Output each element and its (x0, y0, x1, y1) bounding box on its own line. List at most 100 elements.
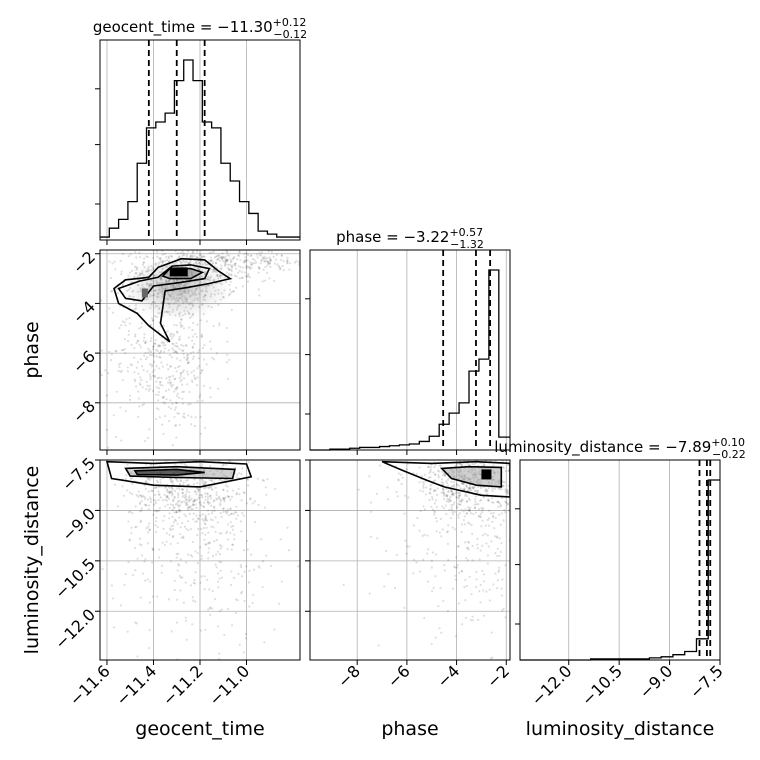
sample-point (175, 511, 178, 514)
sample-point (148, 528, 151, 531)
sample-point (208, 588, 211, 591)
sample-point (155, 355, 159, 358)
sample-point (136, 360, 140, 364)
sample-point (468, 575, 471, 578)
sample-point (182, 412, 186, 415)
sample-point (489, 512, 493, 515)
sample-point (251, 502, 254, 505)
sample-point (286, 259, 289, 263)
sample-point (264, 266, 267, 269)
sample-point (157, 393, 160, 397)
sample-point (191, 507, 194, 511)
sample-point (400, 473, 403, 476)
density-minor (141, 288, 148, 298)
sample-point (176, 598, 179, 601)
sample-point (428, 471, 431, 474)
sample-point (192, 599, 195, 602)
sample-point (496, 536, 499, 539)
sample-point (139, 383, 142, 387)
sample-point (476, 489, 479, 492)
sample-point (187, 456, 189, 458)
sample-point (248, 569, 251, 572)
sample-point (159, 356, 162, 359)
sample-point (454, 635, 457, 638)
sample-point (433, 511, 436, 514)
sample-point (480, 507, 483, 510)
sample-point (266, 260, 269, 263)
sample-point (303, 262, 305, 264)
sample-point (523, 527, 525, 529)
sample-point (159, 349, 163, 353)
sample-point (502, 466, 505, 470)
sample-point (232, 257, 235, 260)
sample-point (197, 243, 199, 245)
sample-point (157, 490, 160, 493)
sample-point (457, 494, 460, 497)
x-tick-label-geocent_time: −11.2 (159, 661, 207, 709)
sample-point (521, 546, 523, 548)
sample-point (122, 494, 125, 497)
sample-point (133, 371, 136, 374)
sample-point (117, 363, 121, 366)
sample-point (430, 496, 434, 499)
sample-point (226, 508, 229, 511)
sample-point (186, 353, 189, 356)
sample-point (460, 457, 462, 459)
sample-point (175, 487, 178, 490)
sample-point (196, 323, 199, 326)
sample-point (174, 387, 177, 390)
sample-point (149, 501, 153, 504)
sample-point (457, 513, 460, 517)
sample-point (147, 525, 150, 528)
sample-point (212, 526, 215, 529)
density-mode (169, 267, 188, 277)
sample-point (466, 500, 469, 503)
sample-point (512, 526, 514, 528)
y-tick-label-phase: −4 (69, 297, 99, 327)
sample-point (127, 333, 130, 336)
sample-point (484, 532, 487, 535)
sample-point (191, 328, 194, 332)
sample-point (170, 486, 174, 489)
sample-point (153, 342, 157, 345)
sample-point (387, 573, 390, 576)
sample-point (120, 349, 123, 352)
sample-point (208, 501, 211, 504)
sample-point (128, 491, 132, 494)
sample-point (273, 262, 277, 265)
sample-point (244, 259, 248, 262)
sample-point (204, 492, 207, 495)
sample-point (422, 558, 425, 561)
sample-point (177, 366, 180, 369)
sample-point (188, 326, 191, 329)
sample-point (196, 561, 199, 565)
sample-point (500, 512, 503, 515)
sample-point (506, 493, 509, 496)
sample-point (484, 460, 487, 462)
sample-point (502, 484, 505, 487)
sample-point (465, 584, 468, 588)
sample-point (226, 607, 229, 611)
sample-point (218, 532, 221, 535)
sample-point (210, 487, 214, 490)
sample-point (191, 596, 194, 599)
sample-point (234, 611, 238, 614)
sample-point (68, 270, 70, 272)
sample-point (182, 415, 185, 418)
sample-point (165, 398, 168, 401)
sample-point (265, 493, 268, 496)
sample-point (174, 366, 177, 370)
x-axis-label-luminosity_distance: luminosity_distance (526, 718, 715, 740)
sample-point (128, 394, 131, 397)
sample-point (155, 250, 159, 253)
sample-point (171, 494, 174, 497)
sample-point (228, 358, 231, 361)
sample-point (193, 582, 197, 585)
sample-point (490, 427, 492, 429)
sample-point (304, 250, 306, 252)
sample-point (512, 462, 514, 464)
sample-point (210, 479, 213, 482)
sample-point (514, 468, 516, 470)
sample-point (301, 495, 303, 497)
sample-point (250, 266, 253, 270)
